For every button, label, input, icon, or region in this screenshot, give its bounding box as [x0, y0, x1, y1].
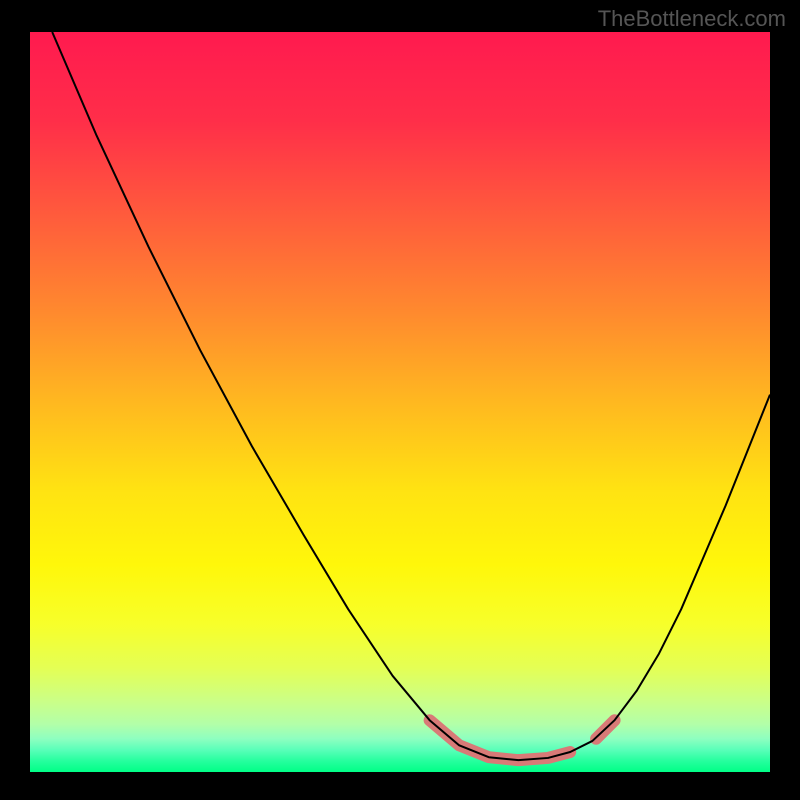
plot-area — [30, 32, 770, 772]
plot-svg — [30, 32, 770, 772]
plot-background — [30, 32, 770, 772]
watermark-text: TheBottleneck.com — [598, 6, 786, 32]
chart-container: TheBottleneck.com — [0, 0, 800, 800]
